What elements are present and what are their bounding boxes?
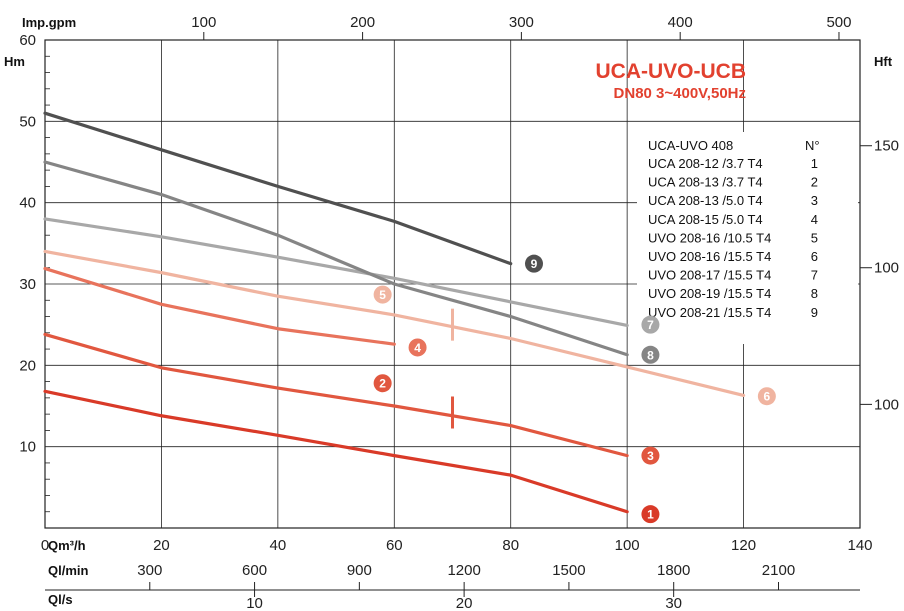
legend-entry-no: 7 <box>811 268 818 283</box>
top-tick-label: 100 <box>191 14 216 31</box>
curve-badge-label-6: 6 <box>764 390 771 404</box>
lmin-tick-label: 1200 <box>447 562 480 579</box>
legend: UCA-UVO 408 N° UCA 208-12 /3.7 T4 1 UCA 208-… <box>637 132 858 344</box>
curve-badges: 1 3 4 6 7 8 9 2 5 <box>373 254 776 524</box>
ls-axis-label: Ql/s <box>48 592 73 607</box>
x-tick-label: 120 <box>731 537 756 554</box>
x-axis-label: Qm³/h <box>48 538 86 553</box>
curve-badge-label-5: 5 <box>379 288 386 302</box>
curve-badge-circle-6 <box>757 387 776 406</box>
top-tick-label: 400 <box>668 14 693 31</box>
series-line-1 <box>43 389 629 514</box>
lmin-tick-label: 900 <box>347 562 372 579</box>
curve-badge-circle-3 <box>641 446 660 465</box>
labels: UCA-UVO-UCB DN80 3~400V,50Hz Imp.gpm Hm … <box>4 15 893 607</box>
y-tick-label: 10 <box>19 439 36 456</box>
curve-badge-label-3: 3 <box>647 449 654 463</box>
legend-entry-no: 6 <box>811 249 818 264</box>
chart-subtitle: DN80 3~400V,50Hz <box>614 85 746 102</box>
legend-entry-model: UVO 208-17 /15.5 T4 <box>648 268 771 283</box>
y2-tick-label: 100 <box>874 260 899 277</box>
legend-entry-model: UVO 208-19 /15.5 T4 <box>648 286 771 301</box>
lmin-tick-label: 1500 <box>552 562 585 579</box>
curve-badge-circle-9 <box>525 254 543 273</box>
curve-badge-label-4: 4 <box>414 341 421 355</box>
top-tick-label: 500 <box>826 14 851 31</box>
y-tick-label: 40 <box>19 195 36 212</box>
ls-tick-label: 30 <box>665 595 682 611</box>
x-tick-label: 20 <box>153 537 170 554</box>
legend-entry-model: UVO 208-16 /10.5 T4 <box>648 230 771 245</box>
curve-badge-label-7: 7 <box>647 318 654 332</box>
ls-tick-label: 10 <box>246 595 263 611</box>
curve-badge-label-8: 8 <box>647 348 654 362</box>
curve-badge-circle-8 <box>641 345 660 364</box>
lmin-tick-label: 1800 <box>657 562 690 579</box>
series-line-8 <box>43 160 629 357</box>
legend-entry-model: UVO 208-16 /15.5 T4 <box>648 249 771 264</box>
curve-badge-label-9: 9 <box>531 257 538 271</box>
lmin-axis-label: Ql/min <box>48 563 89 578</box>
curve-badge-label-1: 1 <box>647 508 654 522</box>
x-tick-label: 80 <box>502 537 519 554</box>
curve-badge-circle-2 <box>373 374 392 393</box>
lmin-tick-label: 2100 <box>762 562 795 579</box>
y-tick-label: 20 <box>19 357 36 374</box>
y2-tick-label: 100 <box>874 396 899 413</box>
legend-entry-no: 9 <box>811 305 818 320</box>
legend-entry-no: 3 <box>811 193 818 208</box>
y-tick-label: 50 <box>19 113 36 130</box>
lmin-tick-label: 300 <box>137 562 162 579</box>
top-tick-label: 300 <box>509 14 534 31</box>
y-axis-label: Hm <box>4 54 25 69</box>
series-line-7 <box>43 217 629 328</box>
curve-badge-circle-1 <box>641 505 660 524</box>
top-tick-label: 200 <box>350 14 375 31</box>
legend-header-model: UCA-UVO 408 <box>648 138 733 153</box>
curve-badge-circle-5 <box>373 285 392 304</box>
legend-entry-no: 4 <box>811 212 818 227</box>
x-tick-label: 40 <box>270 537 287 554</box>
series-line-3 <box>43 332 629 458</box>
ls-tick-label: 20 <box>456 595 473 611</box>
x-tick-label: 60 <box>386 537 403 554</box>
legend-entry-model: UVO 208-21 /15.5 T4 <box>648 305 771 320</box>
legend-header-no: N° <box>805 138 820 153</box>
legend-entry-model: UCA 208-15 /5.0 T4 <box>648 212 763 227</box>
series-line-9 <box>43 111 513 266</box>
x-tick-label: 100 <box>615 537 640 554</box>
legend-box <box>637 132 858 344</box>
legend-entry-no: 1 <box>811 156 818 171</box>
x-tick-label: 0 <box>41 537 49 554</box>
y-tick-label: 60 <box>19 32 36 49</box>
legend-entry-model: UCA 208-12 /3.7 T4 <box>648 156 763 171</box>
y2-tick-label: 150 <box>874 138 899 155</box>
y-tick-label: 30 <box>19 276 36 293</box>
series-line-4 <box>43 266 396 346</box>
legend-entry-model: UCA 208-13 /5.0 T4 <box>648 193 763 208</box>
series-lines <box>43 111 746 514</box>
legend-entry-no: 5 <box>811 230 818 245</box>
legend-entry-model: UCA 208-13 /3.7 T4 <box>648 175 763 190</box>
legend-entry-no: 8 <box>811 286 818 301</box>
curve-badge-circle-4 <box>408 338 427 357</box>
series-line-6 <box>43 249 746 398</box>
curve-badge-circle-7 <box>641 315 660 334</box>
legend-entry-no: 2 <box>811 175 818 190</box>
x-tick-label: 140 <box>847 537 872 554</box>
curve-badge-label-2: 2 <box>379 377 386 391</box>
lmin-tick-label: 600 <box>242 562 267 579</box>
top-axis-label: Imp.gpm <box>22 15 76 30</box>
y2-axis-label: Hft <box>874 54 893 69</box>
chart-title: UCA-UVO-UCB <box>596 60 747 83</box>
